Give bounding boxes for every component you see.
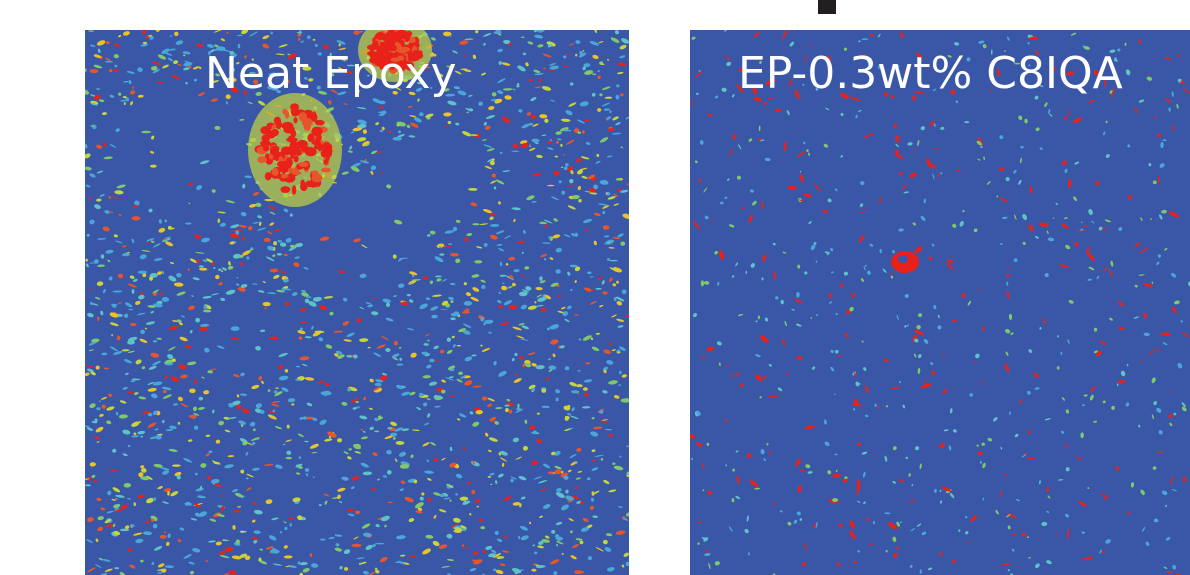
speckle [272,125,277,129]
panel-label: EP-0.3wt% C8IQA [738,48,1123,99]
speckle [286,137,298,142]
speckle [300,182,308,191]
speckle [277,240,282,243]
speckle [150,165,157,168]
speckle [271,129,279,137]
panel-background [690,30,1190,575]
speckle [177,475,181,480]
speckle [609,260,618,261]
speckle [288,168,294,173]
speckle [379,101,386,105]
speckle [302,118,313,127]
speckle [375,34,386,39]
speckle [280,186,290,193]
speckle [311,127,322,137]
speckle [293,117,297,123]
speckle [450,253,459,256]
panel-neat-epoxy [81,18,632,575]
speckle [272,168,279,176]
speckle [280,531,282,534]
speckle [405,34,410,42]
speckle [261,140,270,147]
speckle [284,555,293,558]
speckle [498,305,503,308]
speckle [578,199,582,202]
speckle [271,146,279,151]
speckle [301,146,311,152]
speckle [264,238,271,242]
speckle [311,170,318,176]
speckle [375,383,382,386]
speckle [315,120,320,124]
speckle [397,30,406,35]
speckle [898,255,908,263]
speckle [292,185,296,195]
cut-off-glyph [818,0,836,14]
speckle [307,134,314,142]
speckle [537,413,540,415]
speckle [321,142,332,152]
speckle [474,260,482,263]
panel-label: Neat Epoxy [205,48,457,99]
speckle [299,162,309,167]
panel-c8iqa [686,28,1190,575]
speckle [385,39,390,46]
speckle [759,126,761,132]
speckle [266,131,270,136]
speckle [609,110,611,113]
speckle [401,302,408,306]
speckle [289,152,298,156]
speckle [290,103,299,110]
speckle [274,117,281,126]
speckle [321,168,331,173]
figure: Neat Epoxy EP-0.3wt% C8IQA [0,0,1190,575]
speckle [285,110,289,118]
speckle [325,154,329,161]
speckle [351,544,361,547]
speckle [153,340,157,342]
speckle [448,243,452,245]
speckle [312,111,317,121]
speckle [534,301,536,303]
page: Neat Epoxy EP-0.3wt% C8IQA (() => { cons… [0,0,1190,575]
speckle [265,172,272,180]
speckle [257,156,267,163]
panel-background [85,30,629,575]
speckle [290,142,294,151]
speckle [275,155,279,162]
speckle [400,464,410,469]
speckle [393,137,402,141]
speckle [283,125,295,133]
